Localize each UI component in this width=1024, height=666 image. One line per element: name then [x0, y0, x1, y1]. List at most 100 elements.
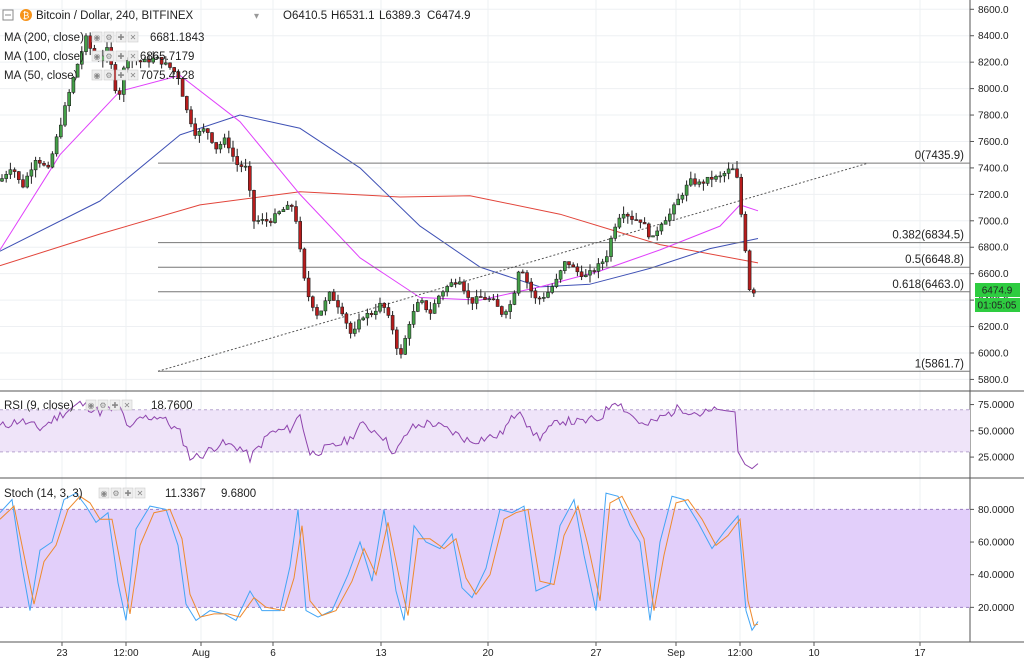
candle-body [315, 307, 319, 316]
candle-body [239, 164, 244, 167]
fib-level-label: 1(5861.7) [915, 358, 964, 370]
close-icon[interactable]: ✕ [124, 401, 131, 410]
candle-body [588, 270, 592, 276]
price-tick-label: 8000.0 [978, 84, 1009, 95]
settings-icon[interactable]: ⚙ [99, 401, 106, 410]
candle-body [323, 300, 328, 312]
indicator-controls[interactable]: ◉ ⚙ ✚ ✕ [91, 50, 139, 62]
candle-body [520, 271, 525, 274]
indicator-controls[interactable]: ◉ ⚙ ✚ ✕ [91, 69, 139, 81]
candle-body [298, 221, 303, 250]
settings-icon[interactable]: ⚙ [112, 489, 119, 498]
stoch-label: Stoch (14, 3, 3) [4, 488, 83, 500]
stoch-series-line [0, 492, 759, 632]
candle-body [193, 123, 197, 136]
time-tick-label: Aug [192, 648, 210, 659]
moving-average-line [0, 114, 759, 288]
eye-icon[interactable]: ◉ [94, 52, 101, 61]
move-icon[interactable]: ✚ [112, 401, 119, 410]
price-tick-label: 6600.0 [978, 269, 1009, 280]
stoch-legend-controls[interactable]: ◉ ⚙ ✚ ✕ [98, 487, 146, 499]
move-icon[interactable]: ✚ [118, 33, 125, 42]
candle-body [625, 213, 630, 217]
collapse-icon[interactable] [2, 9, 14, 21]
symbol-dropdown-icon[interactable]: ▾ [254, 11, 259, 22]
move-icon[interactable]: ✚ [118, 71, 125, 80]
candle-body [441, 291, 445, 297]
candle-body [436, 295, 441, 304]
price-tick-label: 8600.0 [978, 5, 1009, 16]
time-tick-label: 27 [590, 648, 602, 659]
candle-body [382, 302, 387, 308]
candle-body [747, 250, 752, 291]
close-icon-bg [121, 399, 133, 411]
rsi-band [0, 409, 970, 452]
time-axis-ticks: 23 12:00 Aug 6 13 20 27 Sep 12:00 10 17 [56, 642, 926, 659]
close-icon[interactable]: ✕ [130, 71, 137, 80]
candle-body [592, 270, 597, 272]
settings-icon[interactable]: ⚙ [105, 33, 112, 42]
settings-icon[interactable]: ⚙ [105, 71, 112, 80]
candle-body [185, 96, 189, 111]
candle-body [252, 190, 256, 222]
candle-body [285, 204, 290, 210]
candle-body [248, 165, 252, 191]
candle-body [71, 76, 76, 93]
fibonacci-retracement[interactable]: 0(7435.9) 0.382(6834.5) 0.5(6648.8) 0.618(6… [157, 150, 970, 372]
close-icon[interactable]: ✕ [130, 52, 137, 61]
candle-body [663, 220, 668, 225]
candle-body [428, 309, 433, 314]
indicator-controls[interactable]: ◉ ⚙ ✚ ✕ [91, 31, 139, 43]
eye-icon[interactable]: ◉ [101, 489, 108, 498]
price-tick-label: 8200.0 [978, 58, 1009, 69]
rsi-legend-controls[interactable]: ◉ ⚙ ✚ ✕ [85, 399, 133, 411]
candle-body [84, 35, 88, 52]
rsi-tick-label: 75.0000 [978, 400, 1015, 411]
candle-body [12, 169, 17, 172]
stoch-k-value: 11.3367 [165, 488, 206, 500]
eye-icon-bg [91, 50, 103, 62]
candle-body [630, 215, 634, 220]
candle-body [227, 137, 231, 149]
candle-body [516, 271, 521, 294]
candle-body [743, 213, 748, 252]
eye-icon[interactable]: ◉ [94, 33, 101, 42]
candle-body [302, 248, 307, 279]
indicator-label: MA (100, close) [4, 51, 84, 63]
candle-body [403, 338, 408, 355]
eye-icon[interactable]: ◉ [94, 71, 101, 80]
eye-icon-bg [91, 31, 103, 43]
candle-body [714, 175, 718, 180]
move-icon-bg [115, 50, 127, 62]
close-icon-bg [127, 69, 139, 81]
candle-body [256, 220, 261, 222]
candle-body [709, 176, 714, 180]
time-tick-label: 13 [375, 648, 387, 659]
candle-body [206, 128, 210, 133]
candle-body [189, 109, 193, 125]
candle-body [646, 223, 651, 238]
candle-body [693, 178, 697, 185]
eye-icon[interactable]: ◉ [88, 401, 95, 410]
candle-body [88, 35, 92, 49]
time-tick-label: 12:00 [113, 648, 138, 659]
stoch-tick-label: 40.0000 [978, 570, 1015, 581]
candle-body [373, 310, 378, 315]
candle-body [751, 289, 756, 294]
candle-body [495, 299, 500, 307]
rsi-tick-label: 25.0000 [978, 453, 1015, 464]
candle-body [474, 296, 479, 304]
move-icon[interactable]: ✚ [118, 52, 125, 61]
close-icon-bg [127, 50, 139, 62]
stoch-axis-ticks: 20.0000 40.0000 60.0000 80.0000 [970, 505, 1015, 614]
close-icon[interactable]: ✕ [130, 33, 137, 42]
close-icon[interactable]: ✕ [137, 489, 144, 498]
candle-body [231, 147, 235, 157]
settings-icon[interactable]: ⚙ [105, 52, 112, 61]
move-icon[interactable]: ✚ [125, 489, 132, 498]
candle-body [617, 217, 622, 228]
candle-body [667, 213, 672, 221]
move-icon-bg [109, 399, 121, 411]
candle-body [420, 300, 424, 303]
